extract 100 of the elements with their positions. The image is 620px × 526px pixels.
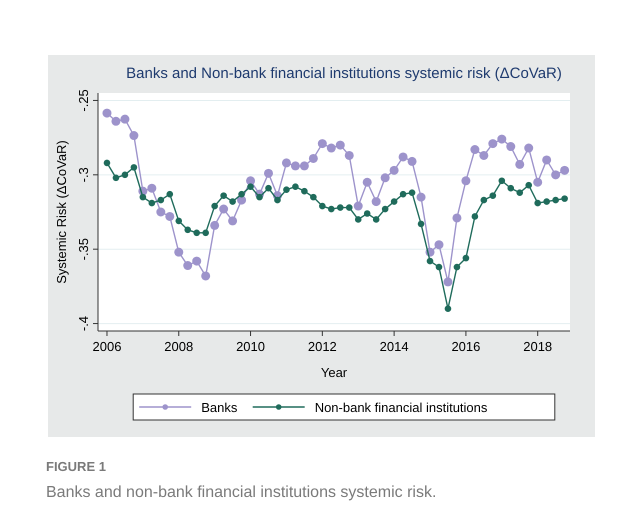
point: [318, 139, 327, 148]
point: [524, 144, 534, 153]
x-tick-label: 2018: [523, 339, 552, 354]
point: [193, 230, 200, 236]
point: [104, 160, 110, 166]
point: [479, 150, 488, 160]
point: [515, 160, 524, 169]
point: [122, 172, 128, 178]
point: [166, 190, 174, 198]
point: [328, 206, 335, 212]
point: [210, 220, 220, 230]
point: [507, 184, 514, 192]
point: [552, 196, 559, 204]
point: [434, 240, 444, 250]
point: [551, 170, 560, 180]
point: [408, 189, 416, 196]
point: [102, 108, 112, 118]
point: [354, 202, 363, 211]
point: [498, 177, 506, 184]
point: [380, 173, 390, 182]
y-tick-label: -.4: [76, 316, 91, 332]
point: [362, 178, 372, 187]
caption: FIGURE 1: [46, 459, 106, 474]
point: [129, 131, 138, 140]
point: [372, 216, 380, 223]
point: [390, 198, 398, 205]
point: [336, 140, 345, 150]
point: [265, 184, 272, 192]
point: [436, 264, 442, 270]
point: [497, 134, 506, 144]
point: [148, 200, 156, 206]
point: [264, 168, 273, 178]
point: [462, 254, 470, 262]
point: [290, 161, 300, 170]
legend-label: Banks: [201, 400, 238, 415]
point: [560, 166, 570, 175]
point: [561, 195, 568, 202]
point: [382, 206, 388, 212]
point: [292, 183, 299, 190]
point: [390, 166, 399, 175]
point: [247, 183, 254, 190]
point: [416, 192, 426, 202]
point: [308, 154, 318, 163]
point: [211, 202, 218, 210]
point: [220, 192, 227, 199]
legend-label: Non-bank financial institutions: [314, 400, 488, 415]
point: [344, 150, 354, 160]
point: [472, 213, 478, 220]
point: [470, 145, 480, 154]
point: [346, 204, 353, 211]
point: [426, 258, 434, 264]
point: [300, 161, 309, 170]
point: [418, 220, 424, 228]
point: [533, 178, 542, 187]
x-tick-label: 2006: [92, 339, 122, 354]
point: [444, 305, 452, 312]
point: [274, 196, 281, 204]
point: [372, 197, 381, 206]
point: [228, 216, 238, 226]
y-axis-title: Systemic Risk (ΔCoVaR): [54, 140, 69, 284]
point: [364, 210, 370, 217]
point: [256, 194, 263, 200]
point: [183, 261, 192, 270]
point: [400, 190, 406, 198]
x-tick-label: 2008: [164, 339, 194, 354]
point: [147, 184, 156, 193]
point: [283, 186, 290, 193]
point: [184, 226, 192, 234]
point: [202, 230, 209, 236]
point: [488, 139, 498, 148]
x-tick-label: 2012: [308, 339, 337, 354]
x-tick-label: 2010: [236, 339, 266, 354]
point: [542, 155, 552, 164]
point: [525, 182, 532, 189]
x-tick-label: 2016: [451, 339, 480, 354]
point: [111, 116, 120, 126]
point: [112, 174, 120, 182]
point: [301, 188, 308, 194]
point: [454, 264, 460, 270]
point: [165, 212, 174, 221]
point: [130, 164, 138, 171]
point: [156, 208, 166, 216]
point: [319, 202, 326, 210]
y-tick-label: -.35: [76, 238, 91, 260]
x-axis-title: Year: [320, 365, 348, 380]
point: [326, 144, 336, 153]
x-tick-label: 2014: [380, 339, 409, 354]
point: [175, 218, 182, 224]
y-tick-label: -.3: [76, 167, 91, 182]
chart-title: Banks and Non-bank financial institutions systemic risk (ΔCoVaR): [126, 65, 562, 82]
point: [516, 189, 524, 196]
point: [354, 216, 362, 223]
point: [140, 194, 146, 200]
point: [461, 176, 470, 186]
point: [174, 248, 184, 257]
point: [443, 277, 452, 286]
point: [120, 114, 130, 124]
point: [408, 156, 417, 166]
point: [336, 204, 344, 211]
point: [238, 190, 245, 198]
